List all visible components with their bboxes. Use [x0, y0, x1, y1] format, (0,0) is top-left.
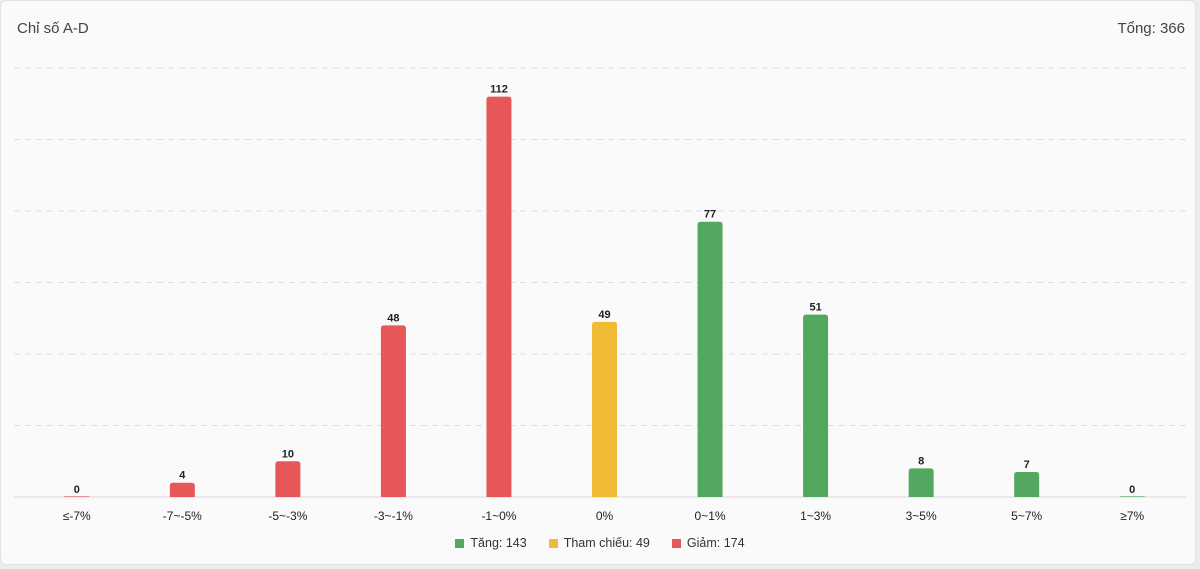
category-label-4: -1~0%	[481, 509, 516, 523]
value-label-0: 0	[74, 484, 80, 496]
category-label-1: -7~-5%	[163, 509, 202, 523]
chart-legend: Tăng: 143 Tham chiếu: 49 Giảm: 174	[0, 536, 1200, 550]
bar-1[interactable]	[169, 482, 195, 497]
category-label-8: 3~5%	[906, 509, 937, 523]
value-label-5: 49	[598, 309, 610, 321]
value-label-8: 8	[918, 455, 924, 467]
category-label-10: ≥7%	[1120, 509, 1144, 523]
bar-8[interactable]	[908, 468, 934, 497]
bar-chart: 0 ≤-7% 4 -7~-5% 10 -5~-3% 48 -3~-1% 112 -1~0% 49 0%…	[14, 67, 1186, 523]
bar-9[interactable]	[1014, 471, 1040, 497]
legend-swatch-up	[455, 538, 465, 548]
legend-label-down: Giảm: 174	[686, 536, 745, 550]
value-label-2: 10	[282, 448, 294, 460]
category-label-3: -3~-1%	[374, 509, 413, 523]
category-label-6: 0~1%	[695, 509, 726, 523]
chart-title: Chỉ số A-D	[17, 20, 89, 37]
category-label-2: -5~-3%	[268, 509, 307, 523]
value-label-7: 51	[809, 302, 821, 314]
legend-item-ref[interactable]: Tham chiếu: 49	[548, 536, 650, 550]
legend-item-down[interactable]: Giảm: 174	[671, 536, 745, 550]
legend-item-up[interactable]: Tăng: 143	[455, 536, 527, 550]
value-label-4: 112	[490, 84, 508, 96]
category-label-5: 0%	[596, 509, 614, 523]
bar-7[interactable]	[803, 314, 829, 497]
bar-0[interactable]	[64, 496, 90, 497]
legend-swatch-ref	[548, 538, 558, 548]
value-label-1: 4	[179, 470, 186, 482]
bar-10[interactable]	[1119, 496, 1145, 497]
category-label-0: ≤-7%	[63, 509, 91, 523]
bar-4[interactable]	[486, 96, 512, 497]
bar-2[interactable]	[275, 461, 301, 497]
value-label-3: 48	[387, 312, 399, 324]
legend-label-up: Tăng: 143	[470, 536, 527, 550]
value-label-9: 7	[1024, 459, 1030, 471]
value-label-6: 77	[704, 209, 716, 221]
total-count: Tổng: 366	[1117, 20, 1185, 37]
value-label-10: 0	[1129, 484, 1135, 496]
bar-5[interactable]	[592, 321, 617, 497]
legend-swatch-down	[671, 538, 681, 548]
category-label-9: 5~7%	[1011, 509, 1042, 523]
bar-3[interactable]	[380, 325, 406, 497]
category-label-7: 1~3%	[800, 509, 831, 523]
bar-6[interactable]	[697, 221, 723, 497]
legend-label-ref: Tham chiếu: 49	[563, 536, 650, 550]
